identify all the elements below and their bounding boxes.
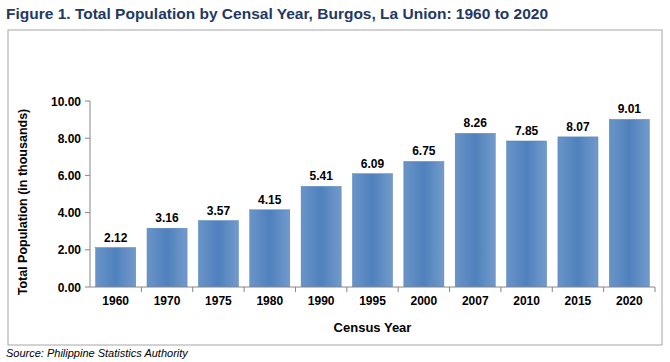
x-tick-label: 1975 [205,294,232,308]
data-label: 8.07 [566,120,590,134]
x-tick [603,287,604,292]
x-tick [346,287,347,292]
data-label: 7.85 [515,124,539,138]
y-tick-label: 6.00 [58,169,82,183]
y-tick-label: 2.00 [58,243,82,257]
data-label: 6.09 [361,157,385,171]
data-label: 8.26 [464,116,488,130]
x-tick-label: 2000 [411,294,438,308]
x-tick-label: 1970 [154,294,181,308]
x-tick [655,287,656,292]
bar [198,221,238,287]
bars [96,119,650,287]
y-tick [85,212,90,213]
y-tick [85,287,90,288]
x-tick [398,287,399,292]
x-tick-label: 1980 [256,294,283,308]
bar [455,133,495,287]
x-tick-label: 2007 [462,294,489,308]
bar [558,137,598,287]
x-tick [552,287,553,292]
x-tick [244,287,245,292]
data-label: 5.41 [309,169,333,183]
bar [404,161,444,287]
x-tick-label: 1990 [308,294,335,308]
data-label: 3.16 [155,211,179,225]
data-label: 3.57 [207,204,231,218]
x-tick [192,287,193,292]
bar [609,119,649,287]
bar [147,228,187,287]
bar [96,248,136,287]
x-tick-label: 2020 [616,294,643,308]
y-axis [90,101,91,287]
y-tick [85,249,90,250]
x-tick-label: 2010 [513,294,540,308]
y-tick-label: 10.00 [51,95,81,109]
title: Figure 1. Total Population by Censal Yea… [6,5,548,22]
x-axis-title: Census Year [334,320,412,335]
x-tick-label: 2015 [565,294,592,308]
x-tick-label: 1995 [359,294,386,308]
bar [301,186,341,287]
chart: Figure 1. Total Population by Censal Yea… [0,0,670,362]
x-tick [141,287,142,292]
source-note: Source: Philippine Statistics Authority [6,347,189,359]
y-axis-title: Total Population (in thousands) [16,109,30,296]
x-tick [500,287,501,292]
x-axis [90,287,655,288]
data-label: 2.12 [104,231,128,245]
x-tick [295,287,296,292]
x-tick-label: 1960 [102,294,129,308]
y-tick [85,175,90,176]
bar [250,210,290,287]
data-label: 9.01 [618,102,642,116]
bar [352,174,392,287]
data-label: 6.75 [412,144,436,158]
y-tick [85,101,90,102]
chart-frame [8,30,662,345]
y-tick-label: 0.00 [58,281,82,295]
data-label: 4.15 [258,193,282,207]
bar [507,141,547,287]
y-tick-label: 4.00 [58,206,82,220]
y-tick-label: 8.00 [58,132,82,146]
x-tick [449,287,450,292]
y-tick [85,138,90,139]
